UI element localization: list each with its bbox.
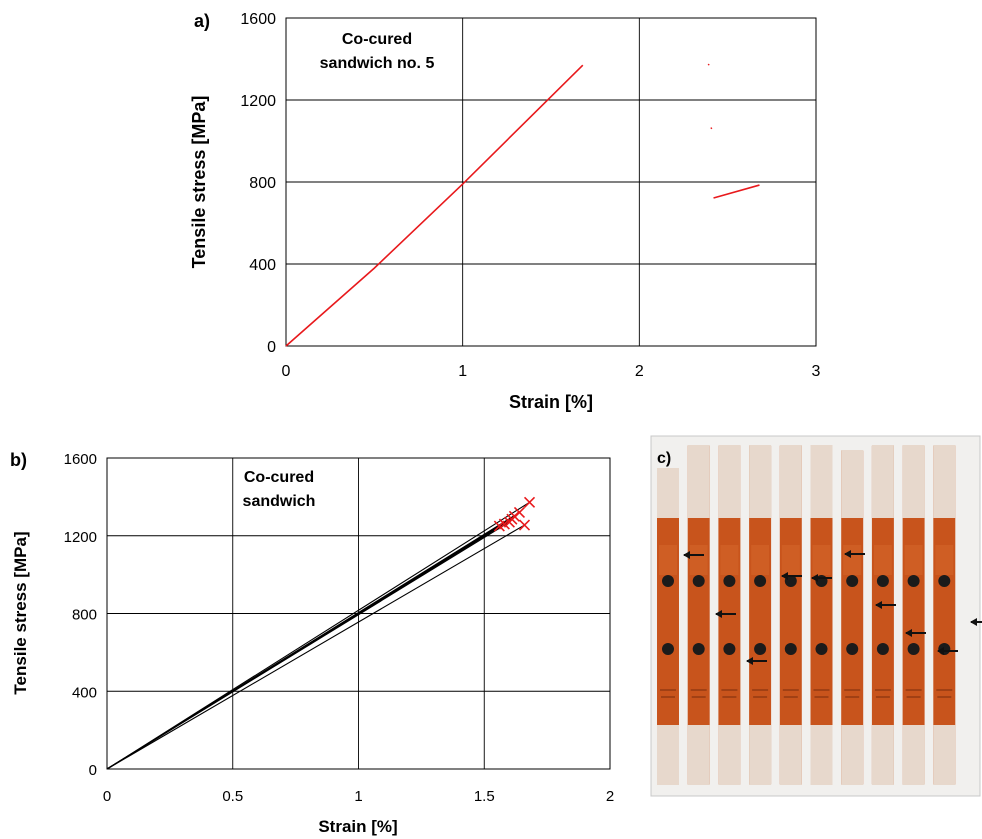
failure-arrow-icon [811,574,832,582]
specimen-strip [810,445,833,785]
chart-a-grid [285,17,817,347]
specimen-strip [933,445,956,785]
chart-a-y-tick-label: 400 [249,257,276,274]
chart-b-y-tick-label: 1200 [64,529,97,546]
chart-a-x-tick-label: 1 [458,363,467,380]
failure-arrow-icon [746,657,767,665]
chart-a-annotation-line-1: Co-cured [342,31,412,48]
chart-a-x-tick-label: 2 [635,363,644,380]
chart-a-y-tick-label: 0 [267,339,276,356]
chart-a-y-axis-label: Tensile stress [MPa] [189,96,209,269]
chart-a-series-line-2 [713,184,760,199]
chart-a-series-line-1 [285,64,584,347]
chart-a-x-ticks: 0 1 2 3 [282,363,821,380]
failure-arrow-icon [970,618,982,626]
chart-b-y-ticks: 0 400 800 1200 1600 [64,451,97,779]
chart-b-grid [106,457,611,770]
chart-b-x-tick-label: 0.5 [222,788,243,805]
chart-a-x-tick-label: 0 [282,363,291,380]
panel-label-c: c) [657,450,671,467]
panel-label-b: b) [10,450,27,470]
specimen-strip [657,468,679,785]
specimen-strips [657,445,956,785]
chart-a-series [285,63,760,347]
chart-a-y-tick-label: 1600 [240,11,276,28]
specimen-strip [902,445,925,785]
chart-b-failure-markers [493,496,536,532]
specimen-strip [687,445,710,785]
chart-b-x-axis-label: Strain [%] [318,817,397,836]
specimen-photo: c) [650,435,982,797]
failure-arrow-icon [715,610,736,618]
chart-b-series [106,501,530,770]
specimen-strip [841,450,864,785]
chart-a-annotation-line-2: sandwich no. 5 [320,55,435,72]
chart-a: a) 0 400 800 1200 1600 0 1 2 3 Co-cured sandwic… [189,11,821,412]
chart-b-y-tick-label: 400 [72,684,97,701]
chart-b-y-tick-label: 1600 [64,451,97,468]
panel-label-a: a) [194,11,210,31]
failure-marker [523,496,536,508]
chart-b-x-tick-label: 2 [606,788,614,805]
failure-marker [518,519,531,531]
failure-arrow-icon [875,601,896,609]
failure-arrow-icon [844,550,865,558]
chart-b-y-tick-label: 800 [72,607,97,624]
chart-b-x-tick-label: 1.5 [474,788,495,805]
specimen-strip [779,445,802,785]
chart-a-x-tick-label: 3 [812,363,821,380]
specimen-strip [749,445,772,785]
chart-b-y-tick-label: 0 [89,762,97,779]
failure-marker [493,520,505,532]
failure-arrow-icon [683,551,704,559]
chart-b: b) 0 400 800 1200 1600 0 0.5 1 1.5 2 Co-cured sa… [10,450,614,836]
specimen-strip [871,445,894,785]
chart-b-series-line-8 [106,524,525,770]
failure-arrow-icon [781,572,802,580]
chart-a-series-line-4 [710,127,713,130]
failure-arrow-icon [937,647,958,655]
chart-b-annotation-line-2: sandwich [243,493,316,510]
chart-a-series-line-3 [707,63,710,66]
chart-b-x-tick-label: 0 [103,788,111,805]
chart-a-y-tick-label: 800 [249,175,276,192]
chart-b-x-tick-label: 1 [354,788,362,805]
chart-a-y-tick-label: 1200 [240,93,276,110]
chart-b-annotation-line-1: Co-cured [244,469,314,486]
chart-b-x-ticks: 0 0.5 1 1.5 2 [103,788,614,805]
chart-a-y-ticks: 0 400 800 1200 1600 [240,11,276,356]
failure-arrows [683,550,982,665]
chart-a-x-axis-label: Strain [%] [509,392,593,412]
failure-arrow-icon [905,629,926,637]
chart-b-series-line-7 [106,525,500,770]
chart-b-y-axis-label: Tensile stress [MPa] [11,531,30,694]
